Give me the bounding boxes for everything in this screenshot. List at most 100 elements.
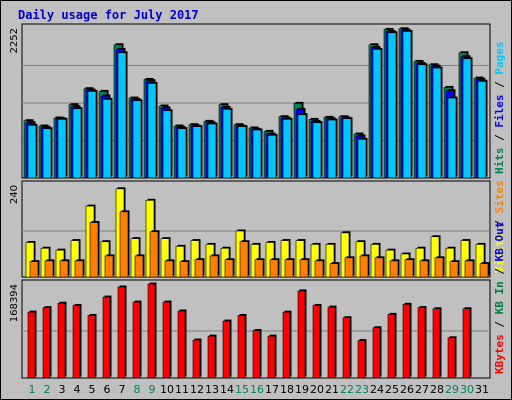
kbytes-bar bbox=[222, 320, 231, 379]
pages-bar bbox=[222, 109, 232, 179]
day-label: 25 bbox=[385, 383, 399, 396]
kbytes-bar bbox=[402, 304, 411, 379]
pages-bar bbox=[372, 49, 382, 179]
kbytes-bar bbox=[327, 306, 336, 379]
day-label: 10 bbox=[160, 383, 174, 396]
sites-bar bbox=[89, 222, 99, 278]
sites-bar bbox=[284, 259, 294, 278]
bottom-legend-entry: KBytes bbox=[493, 334, 506, 374]
sites-bar bbox=[464, 260, 474, 278]
middle-legend: Visits / Sites bbox=[493, 180, 506, 273]
kbytes-bar bbox=[87, 315, 96, 379]
top-legend-entry: Hits bbox=[493, 148, 506, 175]
pages-bar bbox=[72, 108, 82, 179]
day-label: 9 bbox=[149, 383, 156, 396]
bottom-legend-entry: / bbox=[493, 314, 506, 334]
bottom-legend-entry: / bbox=[493, 261, 506, 281]
kbytes-bar bbox=[207, 335, 216, 379]
sites-bar bbox=[314, 260, 324, 278]
pages-bar bbox=[462, 58, 472, 179]
pages-bar bbox=[402, 31, 412, 179]
pages-bar bbox=[477, 81, 487, 179]
day-label: 4 bbox=[74, 383, 81, 396]
day-label: 6 bbox=[104, 383, 111, 396]
kbytes-bar bbox=[447, 337, 456, 379]
day-label: 21 bbox=[325, 383, 339, 396]
middle-legend-entry: / bbox=[493, 213, 506, 233]
kbytes-bar bbox=[297, 290, 306, 379]
kbytes-bar bbox=[282, 311, 291, 379]
top-legend-entry: / bbox=[493, 75, 506, 95]
sites-bar bbox=[59, 260, 69, 278]
top-legend-entry: Files bbox=[493, 95, 506, 128]
sites-bar bbox=[224, 259, 234, 278]
top-legend-entry: / bbox=[493, 128, 506, 148]
chart-title: Daily usage for July 2017 bbox=[18, 8, 199, 22]
pages-bar bbox=[327, 119, 337, 179]
sites-bar bbox=[374, 257, 384, 278]
sites-bar bbox=[119, 211, 129, 278]
pages-bar bbox=[342, 118, 352, 179]
day-label: 23 bbox=[355, 383, 369, 396]
pages-bar bbox=[267, 135, 277, 179]
sites-bar bbox=[104, 255, 114, 278]
day-label: 24 bbox=[370, 383, 384, 396]
sites-bar bbox=[164, 260, 174, 278]
sites-bar bbox=[254, 259, 264, 278]
bottom-ytick-label: 168394 bbox=[9, 284, 20, 322]
day-label: 30 bbox=[460, 383, 474, 396]
pages-bar bbox=[177, 128, 187, 179]
sites-bar bbox=[434, 257, 444, 278]
kbytes-bar bbox=[147, 283, 156, 379]
kbytes-bar bbox=[417, 307, 426, 379]
sites-bar bbox=[419, 260, 429, 278]
sites-bar bbox=[239, 241, 249, 278]
day-label: 28 bbox=[430, 383, 444, 396]
sites-bar bbox=[149, 231, 159, 278]
day-label: 27 bbox=[415, 383, 429, 396]
pages-bar bbox=[162, 110, 172, 179]
sites-bar bbox=[299, 259, 309, 278]
day-label: 26 bbox=[400, 383, 414, 396]
pages-bar bbox=[237, 126, 247, 179]
sites-bar bbox=[449, 261, 459, 278]
pages-bar bbox=[117, 52, 127, 179]
middle-legend-entry: Sites bbox=[493, 180, 506, 213]
kbytes-bar bbox=[432, 308, 441, 379]
pages-bar bbox=[432, 67, 442, 179]
top-ytick-label: 2252 bbox=[9, 28, 20, 53]
sites-bar bbox=[344, 257, 354, 278]
sites-bar bbox=[479, 263, 489, 278]
sites-bar bbox=[359, 255, 369, 278]
pages-bar bbox=[147, 83, 157, 179]
sites-bar bbox=[209, 255, 219, 278]
kbytes-bar bbox=[342, 317, 351, 379]
kbytes-bar bbox=[372, 327, 381, 379]
top-legend: Hits / Files / Pages bbox=[493, 42, 506, 175]
sites-bar bbox=[194, 259, 204, 278]
kbytes-bar bbox=[177, 310, 186, 379]
day-label: 19 bbox=[295, 383, 309, 396]
middle-legend-entry: Visits bbox=[493, 233, 506, 273]
pages-bar bbox=[387, 32, 397, 179]
kbytes-bar bbox=[462, 308, 471, 379]
pages-bar bbox=[207, 123, 217, 179]
kbytes-bar bbox=[387, 314, 396, 379]
pages-bar bbox=[27, 125, 37, 179]
kbytes-bar bbox=[192, 339, 201, 379]
pages-bar bbox=[297, 114, 307, 179]
day-label: 20 bbox=[310, 383, 324, 396]
day-label: 15 bbox=[235, 383, 249, 396]
sites-bar bbox=[179, 261, 189, 278]
sites-bar bbox=[404, 259, 414, 278]
bottom-legend-entry: KB In bbox=[493, 281, 506, 314]
day-label: 2 bbox=[44, 383, 51, 396]
kbytes-bar bbox=[117, 286, 126, 379]
pages-bar bbox=[102, 99, 112, 179]
kbytes-bar bbox=[27, 311, 36, 379]
day-label: 18 bbox=[280, 383, 294, 396]
pages-bar bbox=[282, 119, 292, 179]
day-label: 16 bbox=[250, 383, 264, 396]
sites-bar bbox=[29, 261, 39, 278]
